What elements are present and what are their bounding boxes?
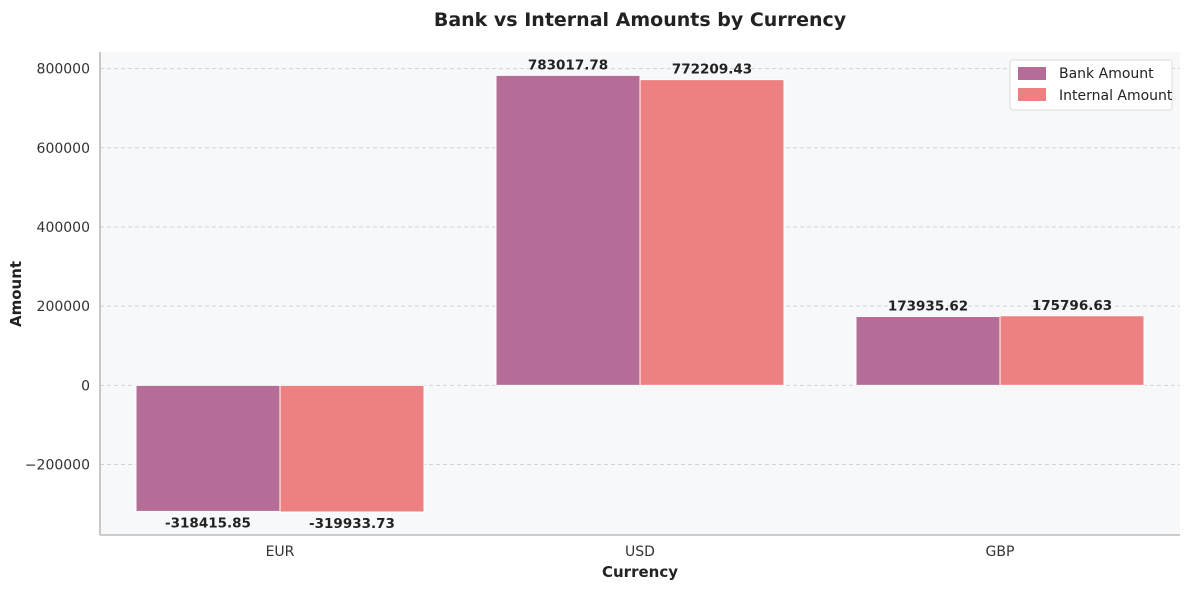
bar-gbp-bank-amount xyxy=(855,315,1001,386)
bar-eur-bank-amount xyxy=(135,384,281,512)
y-tick-label: 600000 xyxy=(37,141,90,157)
y-tick-label: 800000 xyxy=(37,62,90,78)
bars xyxy=(135,74,1145,513)
data-labels: -318415.85 -319933.73 783017.78 772209.43 17… xyxy=(165,57,1112,532)
x-axis-ticks: EUR USD GBP xyxy=(266,544,1015,560)
bar-usd-bank-amount xyxy=(495,74,641,386)
x-tick-label-gbp: GBP xyxy=(986,544,1015,560)
bar-usd-internal-amount xyxy=(639,79,785,386)
y-tick-label: −200000 xyxy=(25,458,90,474)
bar-gbp-internal-amount xyxy=(999,315,1145,386)
data-label-eur-internal-amount: -319933.73 xyxy=(309,516,395,532)
data-label-gbp-internal-amount: 175796.63 xyxy=(1032,298,1112,314)
y-tick-label: 400000 xyxy=(37,220,90,236)
data-label-eur-bank-amount: -318415.85 xyxy=(165,515,251,531)
y-axis-ticks: −200000 0 200000 400000 600000 800000 xyxy=(25,62,90,474)
y-axis-label: Amount xyxy=(7,261,25,327)
y-tick-label: 200000 xyxy=(37,299,90,315)
data-label-gbp-bank-amount: 173935.62 xyxy=(888,298,968,314)
x-axis-label: Currency xyxy=(602,563,678,581)
legend-swatch-internal-amount xyxy=(1018,88,1046,101)
bar-eur-internal-amount xyxy=(279,384,425,513)
legend-box xyxy=(1009,59,1173,111)
legend-label-bank-amount: Bank Amount xyxy=(1059,66,1154,82)
data-label-usd-internal-amount: 772209.43 xyxy=(672,62,752,78)
legend-label-internal-amount: Internal Amount xyxy=(1059,88,1173,104)
x-tick-label-eur: EUR xyxy=(266,544,295,560)
chart-title: Bank vs Internal Amounts by Currency xyxy=(434,9,847,31)
x-tick-label-usd: USD xyxy=(625,544,655,560)
data-label-usd-bank-amount: 783017.78 xyxy=(528,57,608,73)
y-tick-label: 0 xyxy=(81,378,90,394)
legend-swatch-bank-amount xyxy=(1018,67,1046,80)
legend: Bank Amount Internal Amount xyxy=(1009,59,1173,111)
